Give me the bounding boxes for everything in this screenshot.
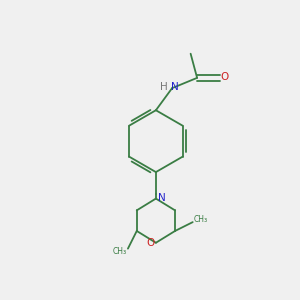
Text: O: O bbox=[146, 238, 154, 248]
Text: N: N bbox=[158, 193, 166, 203]
Text: CH₃: CH₃ bbox=[194, 215, 208, 224]
Text: CH₃: CH₃ bbox=[113, 247, 127, 256]
Text: H: H bbox=[160, 82, 168, 92]
Text: O: O bbox=[220, 72, 229, 82]
Text: N: N bbox=[171, 82, 178, 92]
